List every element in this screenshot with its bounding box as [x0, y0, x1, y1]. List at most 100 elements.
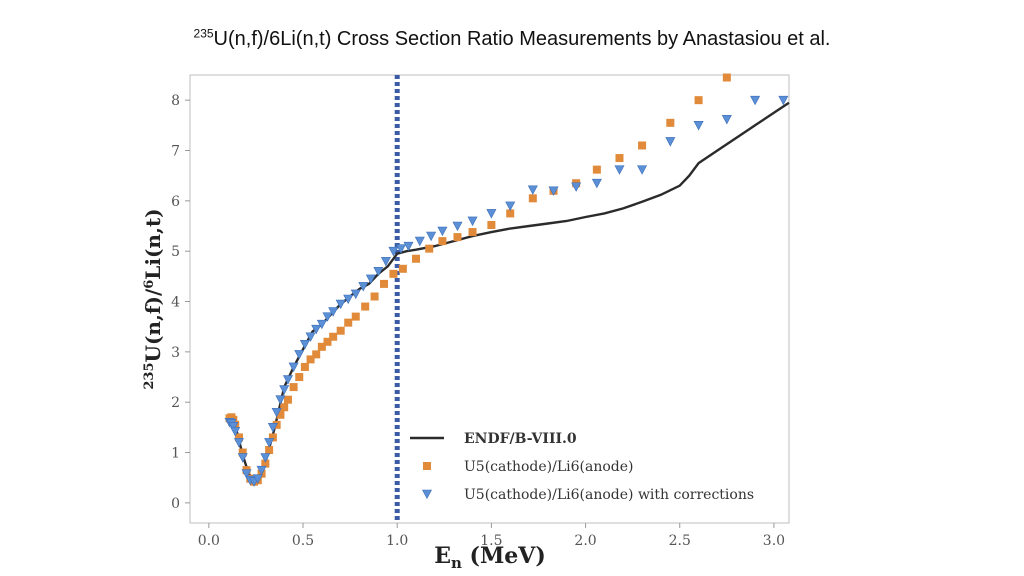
- uncorrected-point: [398, 264, 407, 273]
- corrected-point: [365, 274, 376, 285]
- uncorrected-point: [283, 395, 292, 404]
- y-tick-label: 4: [171, 295, 180, 311]
- x-tick-label: 2.5: [669, 533, 691, 549]
- y-tick-label: 6: [171, 194, 180, 210]
- corrected-point: [358, 282, 369, 292]
- uncorrected-point: [317, 342, 326, 351]
- title-superscript: 235: [193, 26, 214, 41]
- y-tick-label: 7: [171, 144, 180, 160]
- uncorrected-point: [276, 410, 285, 419]
- uncorrected-point: [312, 350, 321, 359]
- uncorrected-point: [295, 373, 304, 382]
- uncorrected-point: [344, 318, 353, 327]
- corrected-point: [388, 246, 399, 257]
- corrected-point: [426, 231, 437, 242]
- uncorrected-point: [323, 337, 332, 346]
- corrected-point: [322, 312, 333, 322]
- uncorrected-point: [638, 141, 647, 150]
- y-tick-label: 8: [171, 93, 180, 109]
- corrected-point: [267, 423, 278, 433]
- uncorrected-point: [615, 154, 624, 163]
- y-tick-label: 5: [171, 244, 180, 260]
- corrected-point: [403, 241, 414, 252]
- corrected-point: [380, 256, 391, 267]
- uncorrected-point: [380, 279, 389, 288]
- corrected-point: [665, 137, 676, 147]
- corrected-point: [350, 289, 361, 300]
- uncorrected-point: [528, 194, 537, 203]
- x-axis-label: En (MeV): [434, 543, 546, 572]
- legend-entry-label: U5(cathode)/Li6(anode) with corrections: [464, 487, 754, 503]
- corrected-point: [335, 299, 346, 310]
- corrected-point: [282, 375, 293, 385]
- corrected-point: [275, 395, 286, 405]
- uncorrected-point: [666, 118, 675, 127]
- title-text: U(n,f)/6Li(n,t) Cross Section Ratio Meas…: [213, 28, 831, 50]
- uncorrected-point: [336, 326, 345, 335]
- corrected-point: [591, 178, 602, 189]
- x-tick-label: 1.0: [386, 533, 408, 549]
- y-axis-label: 235U(n,f)/6Li(n,t): [141, 208, 165, 389]
- corrected-point: [228, 422, 239, 432]
- uncorrected-point: [280, 403, 289, 412]
- corrected-point: [414, 236, 425, 247]
- corrected-point: [264, 438, 275, 448]
- uncorrected-point: [361, 302, 370, 311]
- corrected-point: [614, 165, 625, 175]
- x-tick-label: 1.5: [480, 533, 502, 549]
- uncorrected-point: [389, 269, 398, 278]
- corrected-point: [233, 438, 244, 448]
- uncorrected-point: [412, 254, 421, 263]
- legend-square-swatch: [423, 462, 431, 470]
- corrected-point: [373, 267, 384, 277]
- corrected-point: [294, 350, 305, 360]
- corrected-point: [316, 319, 327, 330]
- corrected-point: [778, 95, 789, 106]
- corrected-point: [241, 469, 252, 479]
- uncorrected-point: [468, 228, 477, 237]
- uncorrected-point: [694, 96, 703, 105]
- corrected-point: [230, 427, 241, 437]
- x-tick-label: 2.0: [574, 533, 596, 549]
- x-tick-label: 3.0: [763, 533, 785, 549]
- corrected-point: [252, 474, 263, 484]
- uncorrected-point: [370, 292, 379, 301]
- y-tick-label: 3: [171, 345, 180, 361]
- corrected-point: [486, 209, 497, 219]
- uncorrected-point: [438, 237, 447, 246]
- uncorrected-point: [592, 165, 601, 174]
- legend: ENDF/B-VIII.0 U5(cathode)/Li6(anode) U5(ca…: [410, 431, 754, 503]
- slide-title: 235U(n,f)/6Li(n,t) Cross Section Ratio M…: [0, 26, 1024, 51]
- uncorrected-point: [487, 221, 496, 230]
- corrected-point: [637, 165, 648, 175]
- endf-curve: [230, 101, 790, 484]
- uncorrected-point: [234, 433, 243, 442]
- corrected-point: [721, 114, 732, 125]
- corrected-point: [571, 182, 582, 192]
- corrected-point: [343, 294, 354, 305]
- corrected-point: [437, 226, 448, 237]
- corrected-point: [237, 453, 248, 463]
- corrected-point: [467, 216, 478, 227]
- y-tick-label: 2: [171, 395, 180, 411]
- legend-entry-label: U5(cathode)/Li6(anode): [464, 459, 634, 475]
- corrected-point: [305, 332, 316, 342]
- corrected-point: [548, 186, 559, 196]
- legend-entry-label: ENDF/B-VIII.0: [464, 431, 577, 447]
- corrected-point: [256, 465, 267, 476]
- corrected-point: [328, 307, 339, 317]
- uncorrected-point: [453, 233, 462, 242]
- corrected-point: [260, 453, 271, 463]
- corrected-point: [693, 121, 704, 131]
- x-tick-label: 0.0: [198, 533, 220, 549]
- uncorrected-point: [265, 446, 274, 455]
- corrected-point: [279, 385, 290, 395]
- uncorrected-point: [306, 355, 315, 364]
- uncorrected-point: [506, 209, 515, 218]
- uncorrected-point: [289, 383, 298, 392]
- uncorrected-point: [238, 448, 247, 457]
- corrected-point: [311, 324, 322, 335]
- uncorrected-point: [300, 362, 309, 371]
- uncorrected-point: [722, 73, 731, 82]
- corrected-point: [395, 244, 406, 254]
